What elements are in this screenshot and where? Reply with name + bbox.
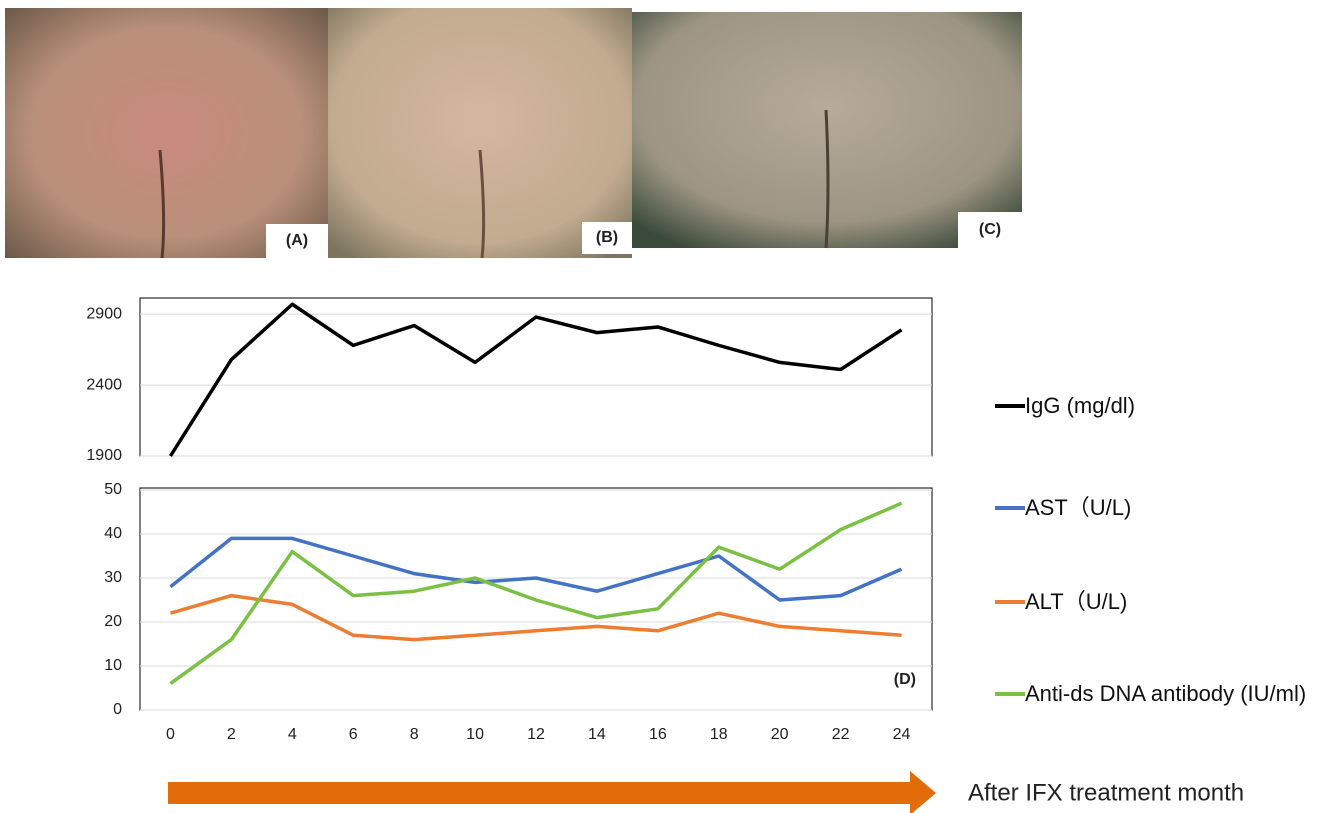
y-tick-label: 1900: [86, 447, 122, 464]
x-axis-label: After IFX treatment month: [968, 779, 1244, 806]
x-tick-label: 10: [466, 726, 484, 743]
legend-entry: IgG (mg/dl): [995, 392, 1335, 420]
figure: (A) (B) (C) After IFX treatment month 19…: [0, 0, 1343, 813]
panel-label: (A): [286, 232, 308, 249]
legend-entry: ALT（U/L): [995, 588, 1335, 616]
legend-label: ALT（U/L): [1025, 588, 1325, 616]
x-tick-label: 2: [227, 726, 236, 743]
panel-label: (C): [979, 221, 1001, 238]
x-tick-label: 12: [527, 726, 545, 743]
y-tick-label: 2400: [86, 376, 122, 393]
y-tick-label: 30: [104, 569, 122, 586]
photo: [328, 8, 632, 258]
y-tick-label: 2900: [86, 305, 122, 322]
legend-swatch: [995, 600, 1025, 604]
legend-entry: Anti-ds DNA antibody (IU/ml): [995, 680, 1335, 708]
legend-swatch: [995, 692, 1025, 696]
x-tick-label: 24: [893, 726, 911, 743]
y-tick-label: 50: [104, 481, 122, 498]
x-tick-label: 18: [710, 726, 728, 743]
annotation: (D): [894, 671, 916, 688]
y-tick-label: 10: [104, 657, 122, 674]
legend-label: IgG (mg/dl): [1025, 392, 1325, 420]
x-tick-label: 8: [410, 726, 419, 743]
plot-area: [140, 298, 932, 456]
x-tick-label: 16: [649, 726, 667, 743]
x-tick-label: 4: [288, 726, 297, 743]
legend-swatch: [995, 506, 1025, 510]
y-tick-label: 40: [104, 525, 122, 542]
x-tick-label: 14: [588, 726, 606, 743]
legend-label: Anti-ds DNA antibody (IU/ml): [1025, 680, 1325, 708]
arrow: [168, 771, 936, 813]
x-tick-label: 22: [832, 726, 850, 743]
legend-entry: AST（U/L): [995, 494, 1335, 522]
x-tick-label: 6: [349, 726, 358, 743]
legend-label: AST（U/L): [1025, 494, 1325, 522]
photo: [5, 8, 328, 258]
x-tick-label: 0: [166, 726, 175, 743]
y-tick-label: 0: [113, 701, 122, 718]
x-tick-label: 20: [771, 726, 789, 743]
panel-label: (B): [596, 229, 618, 246]
y-tick-label: 20: [104, 613, 122, 630]
legend-swatch: [995, 404, 1025, 408]
